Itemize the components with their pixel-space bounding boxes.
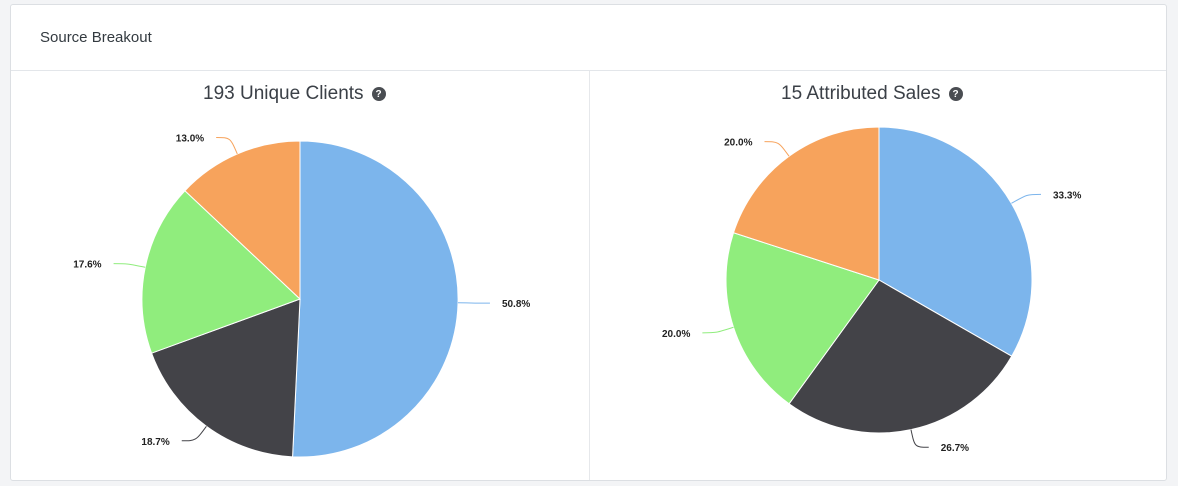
slice-connector xyxy=(1011,193,1042,204)
pie-slice[interactable] xyxy=(141,190,301,354)
attributed-sales-title-text: 15 Attributed Sales xyxy=(781,83,941,104)
pie-slice[interactable] xyxy=(725,232,880,405)
pie-slice[interactable] xyxy=(732,126,880,281)
slice-data-label: 20.0% xyxy=(724,138,752,149)
slice-data-label: 20.0% xyxy=(662,329,690,340)
slice-data-label: 33.3% xyxy=(1053,190,1081,201)
slice-data-label: 50.8% xyxy=(502,299,530,310)
panel-divider xyxy=(589,71,590,480)
attributed-sales-pie: 33.3% 26.7% 20.0% 20.0% xyxy=(662,126,1081,454)
slice-connector xyxy=(702,326,734,334)
unique-clients-pie: 50.8% 18.7% 17.6% 13.0% xyxy=(73,133,530,458)
slice-connector xyxy=(216,136,238,155)
help-icon[interactable]: ? xyxy=(948,87,963,101)
card-body: 193 Unique Clients ? 15 Attributed Sales… xyxy=(11,71,1166,480)
slice-data-label: 17.6% xyxy=(73,260,101,271)
pie-slice[interactable] xyxy=(184,140,301,301)
slice-connector xyxy=(910,429,929,448)
pie-slice[interactable] xyxy=(878,126,1033,357)
pie-charts-canvas: 50.8% 18.7% 17.6% 13.0% 33.3% 26.7% 20.0% 20.0% xyxy=(73,126,1081,458)
pie-slice[interactable] xyxy=(150,298,301,458)
slice-connector xyxy=(764,141,790,157)
source-breakout-card: Source Breakout 193 Unique Clients ? 15 … xyxy=(10,4,1167,481)
slice-connector xyxy=(181,426,207,442)
pie-slice[interactable] xyxy=(788,279,1013,434)
pie-slice[interactable] xyxy=(292,140,459,458)
card-title: Source Breakout xyxy=(40,29,152,46)
slice-data-label: 26.7% xyxy=(941,443,969,454)
unique-clients-title: 193 Unique Clients ? xyxy=(203,83,386,105)
help-icon[interactable]: ? xyxy=(371,87,386,101)
slice-connector xyxy=(113,263,146,268)
attributed-sales-title: 15 Attributed Sales ? xyxy=(781,83,963,105)
slice-data-label: 13.0% xyxy=(176,133,204,144)
unique-clients-title-text: 193 Unique Clients xyxy=(203,83,364,104)
card-header: Source Breakout xyxy=(11,5,1166,71)
slice-data-label: 18.7% xyxy=(141,437,169,448)
